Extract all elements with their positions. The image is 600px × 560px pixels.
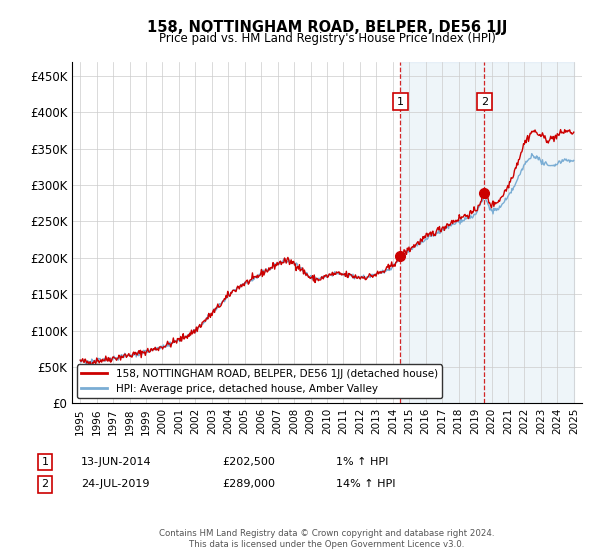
Text: 14% ↑ HPI: 14% ↑ HPI: [336, 479, 395, 489]
Text: Price paid vs. HM Land Registry's House Price Index (HPI): Price paid vs. HM Land Registry's House …: [158, 32, 496, 45]
Text: £202,500: £202,500: [222, 457, 275, 467]
Text: 1% ↑ HPI: 1% ↑ HPI: [336, 457, 388, 467]
Text: £289,000: £289,000: [222, 479, 275, 489]
Text: Contains HM Land Registry data © Crown copyright and database right 2024.
This d: Contains HM Land Registry data © Crown c…: [159, 529, 495, 549]
Legend: 158, NOTTINGHAM ROAD, BELPER, DE56 1JJ (detached house), HPI: Average price, det: 158, NOTTINGHAM ROAD, BELPER, DE56 1JJ (…: [77, 365, 442, 398]
Text: 2: 2: [41, 479, 49, 489]
Text: 24-JUL-2019: 24-JUL-2019: [81, 479, 149, 489]
Text: 158, NOTTINGHAM ROAD, BELPER, DE56 1JJ: 158, NOTTINGHAM ROAD, BELPER, DE56 1JJ: [147, 20, 507, 35]
Text: 1: 1: [397, 96, 404, 106]
Text: 13-JUN-2014: 13-JUN-2014: [81, 457, 152, 467]
Text: 1: 1: [41, 457, 49, 467]
Text: 2: 2: [481, 96, 488, 106]
